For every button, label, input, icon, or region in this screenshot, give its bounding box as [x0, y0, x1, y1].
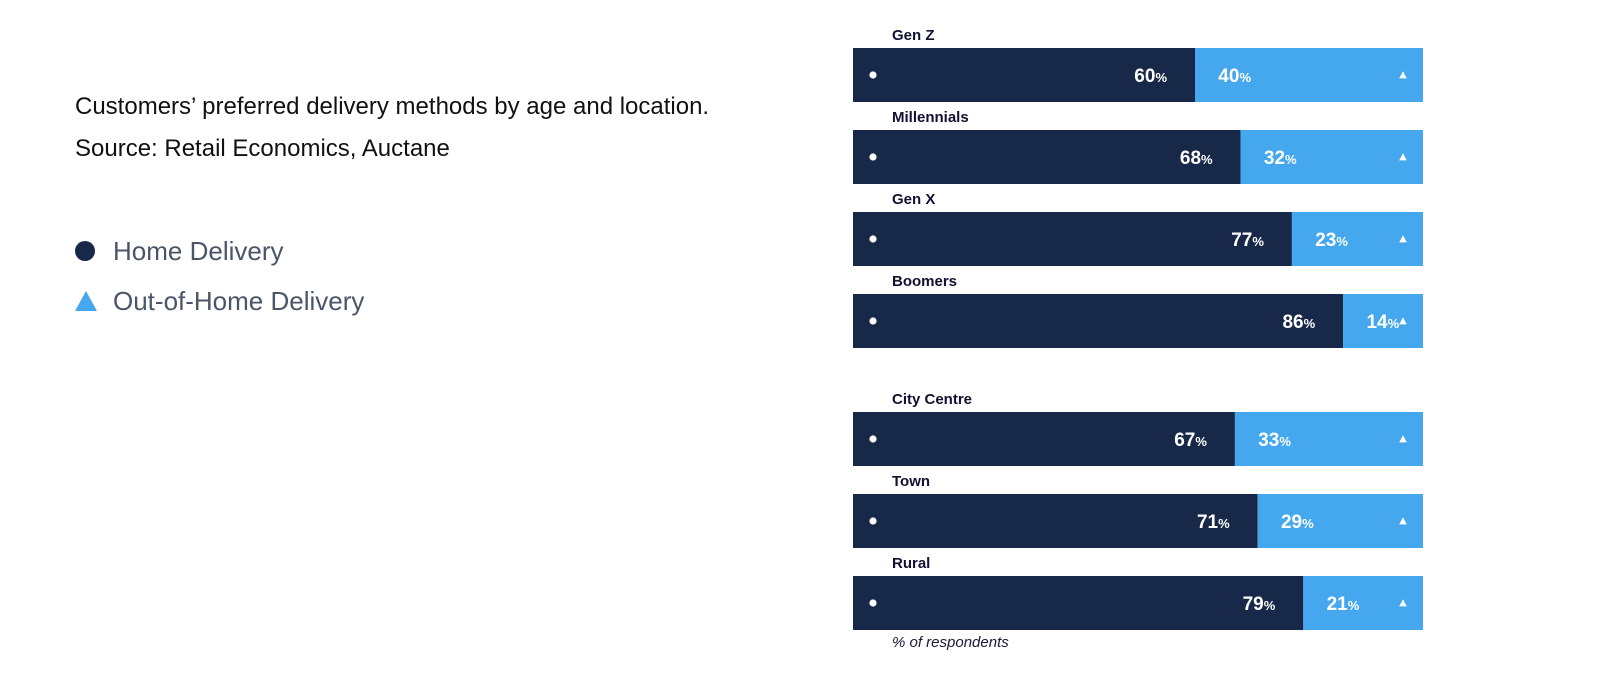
bar-out-of-home-delivery-city-centre: [1234, 412, 1423, 466]
value-label-home-delivery-gen-z: 60%: [1134, 66, 1167, 87]
circle-marker-icon: [869, 435, 877, 443]
bar-home-delivery-millennials: [853, 130, 1241, 184]
category-label-gen-z: Gen Z: [892, 27, 935, 44]
value-label-home-delivery-rural: 79%: [1243, 594, 1276, 615]
circle-marker-icon: [869, 71, 877, 79]
circle-marker-icon: [869, 153, 877, 161]
bar-out-of-home-delivery-rural: [1303, 576, 1423, 630]
category-label-city-centre: City Centre: [892, 391, 972, 408]
bar-home-delivery-gen-z: [853, 48, 1195, 102]
footnote: % of respondents: [892, 634, 1009, 651]
bar-home-delivery-gen-x: [853, 212, 1292, 266]
triangle-marker-icon: [1399, 599, 1407, 607]
category-label-boomers: Boomers: [892, 273, 957, 290]
value-label-out-of-home-delivery-city-centre: 33%: [1258, 430, 1291, 451]
value-label-out-of-home-delivery-gen-z: 40%: [1218, 66, 1251, 87]
triangle-marker-icon: [75, 291, 97, 311]
bar-out-of-home-delivery-gen-z: [1195, 48, 1423, 102]
triangle-marker-icon: [1399, 153, 1407, 161]
chart-caption: Customers’ preferred delivery methods by…: [75, 86, 709, 170]
value-label-home-delivery-millennials: 68%: [1180, 148, 1213, 169]
value-label-home-delivery-town: 71%: [1197, 512, 1230, 533]
circle-marker-icon: [75, 241, 95, 261]
circle-marker-icon: [869, 235, 877, 243]
caption-line-2: Source: Retail Economics, Auctane: [75, 135, 450, 162]
bar-out-of-home-delivery-boomers: [1343, 294, 1423, 348]
legend-item-out-of-home-delivery: Out-of-Home Delivery: [75, 276, 364, 326]
legend-item-home-delivery: Home Delivery: [75, 226, 364, 276]
category-label-millennials: Millennials: [892, 109, 969, 126]
bar-out-of-home-delivery-town: [1257, 494, 1423, 548]
bar-home-delivery-rural: [853, 576, 1304, 630]
value-label-out-of-home-delivery-boomers: 14%: [1366, 312, 1399, 333]
category-label-rural: Rural: [892, 555, 930, 572]
category-label-gen-x: Gen X: [892, 191, 935, 208]
value-label-out-of-home-delivery-rural: 21%: [1327, 594, 1360, 615]
legend: Home Delivery Out-of-Home Delivery: [75, 226, 364, 326]
value-label-out-of-home-delivery-millennials: 32%: [1264, 148, 1297, 169]
legend-label-home-delivery: Home Delivery: [113, 235, 284, 266]
value-label-home-delivery-city-centre: 67%: [1174, 430, 1207, 451]
bar-home-delivery-town: [853, 494, 1258, 548]
value-label-home-delivery-gen-x: 77%: [1231, 230, 1264, 251]
circle-marker-icon: [869, 599, 877, 607]
triangle-marker-icon: [1399, 317, 1407, 325]
caption-line-1: Customers’ preferred delivery methods by…: [75, 93, 710, 120]
triangle-marker-icon: [1399, 435, 1407, 443]
bar-home-delivery-city-centre: [853, 412, 1235, 466]
legend-label-out-of-home-delivery: Out-of-Home Delivery: [113, 285, 365, 316]
value-label-out-of-home-delivery-gen-x: 23%: [1315, 230, 1348, 251]
triangle-marker-icon: [1399, 71, 1407, 79]
circle-marker-icon: [869, 517, 877, 525]
triangle-marker-icon: [1399, 517, 1407, 525]
value-label-out-of-home-delivery-town: 29%: [1281, 512, 1314, 533]
category-label-town: Town: [892, 473, 930, 490]
bar-out-of-home-delivery-millennials: [1240, 130, 1423, 184]
value-label-home-delivery-boomers: 86%: [1282, 312, 1315, 333]
bar-home-delivery-boomers: [853, 294, 1344, 348]
triangle-marker-icon: [1399, 235, 1407, 243]
circle-marker-icon: [869, 317, 877, 325]
